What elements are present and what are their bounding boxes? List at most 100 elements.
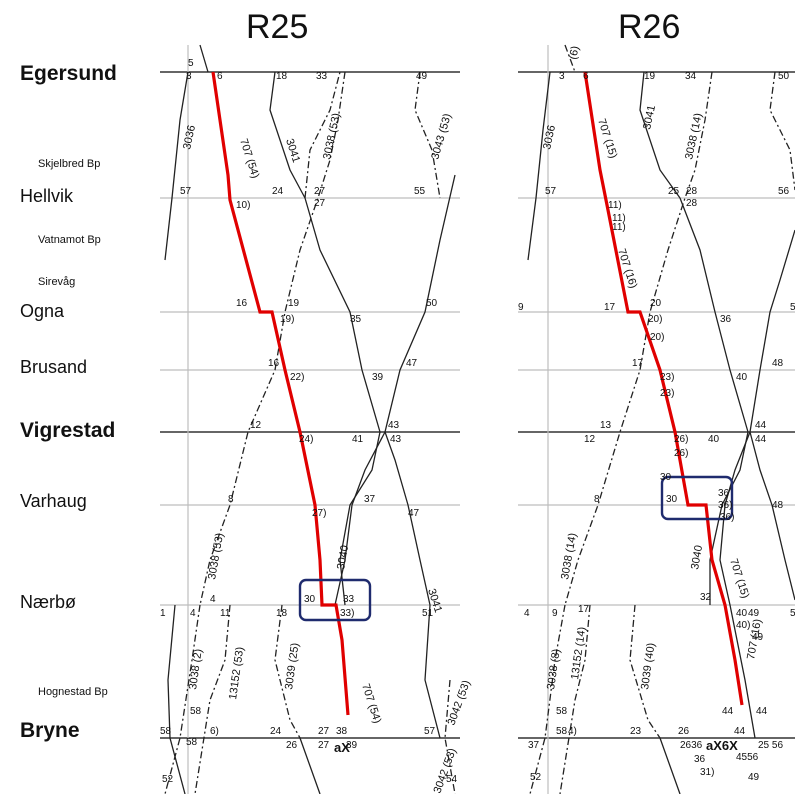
train-number-label: 3042 (53) xyxy=(432,747,459,794)
time-label: 38 xyxy=(336,726,348,737)
time-label: 23 xyxy=(630,726,642,737)
time-label: 9 xyxy=(518,302,524,313)
train-number-label: 3038 (2) xyxy=(187,648,205,690)
marker-label: aX xyxy=(334,740,350,755)
conflict-box xyxy=(660,475,734,521)
time-label: 4 xyxy=(524,608,530,619)
time-label: 47 xyxy=(406,358,418,369)
train-line xyxy=(564,44,576,73)
time-label: 43 xyxy=(388,420,400,431)
highlight-path-707 xyxy=(211,71,350,716)
time-label: 2636 xyxy=(680,740,703,751)
time-label: 49 xyxy=(752,632,764,643)
time-label: 27 xyxy=(314,186,326,197)
station-ogna: Ogna xyxy=(20,301,65,321)
time-label: 39 xyxy=(372,372,384,383)
time-label: 54 xyxy=(446,774,458,785)
time-label: 40 xyxy=(736,372,748,383)
time-label: 43 xyxy=(390,434,402,445)
time-label: 58 xyxy=(186,737,198,748)
time-label: 36) xyxy=(720,512,734,523)
train-number-label: 3039 (25) xyxy=(283,642,301,690)
train-line xyxy=(304,71,341,199)
train-number-label: 3038 (14) xyxy=(559,532,579,580)
time-label: 30 xyxy=(666,494,678,505)
train-number-label: 3038 (53) xyxy=(206,532,226,580)
time-label: 56 xyxy=(778,186,790,197)
marker-label: aX6X xyxy=(706,738,738,753)
time-label: 52 xyxy=(530,772,542,783)
train-number-label: (6) xyxy=(567,45,582,61)
time-label: 19 xyxy=(644,71,656,82)
train-number-label: 3036 xyxy=(181,124,198,150)
station-sirevag: Sirevåg xyxy=(38,276,76,288)
train-line xyxy=(164,604,201,794)
time-label: 36 xyxy=(720,314,732,325)
time-label: 17 xyxy=(632,358,644,369)
time-label: 4556 xyxy=(736,752,759,763)
time-label: 11) xyxy=(608,200,622,211)
time-label: 31) xyxy=(700,767,714,778)
time-label: 20 xyxy=(650,298,662,309)
train-line xyxy=(274,604,301,739)
time-label: 12 xyxy=(250,420,262,431)
time-label: 17 xyxy=(604,302,616,313)
time-label: 27) xyxy=(312,508,326,519)
train-line xyxy=(527,71,551,261)
train-line xyxy=(679,197,749,605)
station-egersund: Egersund xyxy=(20,62,117,85)
train-line xyxy=(304,197,381,606)
time-label: 18 xyxy=(276,71,288,82)
time-label: 51 xyxy=(422,608,434,619)
train-line xyxy=(164,71,189,261)
station-brusand: Brusand xyxy=(20,357,88,377)
train-line xyxy=(334,431,386,606)
time-label: 10) xyxy=(236,200,250,211)
time-label: 30 xyxy=(660,472,672,483)
time-label: 58 xyxy=(556,726,568,737)
time-label: 5 xyxy=(188,58,194,69)
time-label: 30 xyxy=(304,594,316,605)
time-label: 24 xyxy=(270,726,282,737)
train-number-label: 3041 xyxy=(641,104,658,130)
time-label: 49 xyxy=(748,608,760,619)
train-line xyxy=(529,604,566,794)
time-label: 3 xyxy=(186,71,192,82)
train-line xyxy=(194,604,231,794)
time-label: 24) xyxy=(299,434,313,445)
time-label: 37 xyxy=(364,494,376,505)
time-label: 1 xyxy=(160,608,166,619)
train-number-label: 13152 (53) xyxy=(227,646,246,700)
train-number-label: 707 (15) xyxy=(727,557,751,600)
train-line xyxy=(199,71,346,606)
train-number-label: 3040 xyxy=(335,544,351,570)
station-vigrestad: Vigrestad xyxy=(20,419,116,442)
train-line xyxy=(769,71,795,191)
time-label: 26) xyxy=(674,434,688,445)
time-label: 50 xyxy=(426,298,438,309)
time-label: 24 xyxy=(272,186,284,197)
time-label: 52 xyxy=(162,774,174,785)
train-line xyxy=(167,604,186,794)
time-label: 6 xyxy=(583,71,589,82)
time-label: 47 xyxy=(408,508,420,519)
time-label: 57 xyxy=(180,186,192,197)
station-skjelbred: Skjelbred Bp xyxy=(38,158,101,170)
station-bryne: Bryne xyxy=(20,719,80,742)
station-naerbo: Nærbø xyxy=(20,592,77,612)
time-label: 27 xyxy=(314,198,326,209)
train-number-label: 3040 xyxy=(689,544,705,570)
time-label: 11) xyxy=(612,213,626,224)
time-label: 20) xyxy=(648,314,662,325)
time-label: 44 xyxy=(722,706,734,717)
time-label: 26) xyxy=(674,448,688,459)
time-label: 6 xyxy=(217,71,223,82)
conflict-box xyxy=(298,578,372,622)
time-label: 58 xyxy=(556,706,568,717)
train-line xyxy=(564,71,713,606)
train-number-label: 707 (54) xyxy=(359,682,383,725)
time-label: 44 xyxy=(734,726,746,737)
time-label: 57 xyxy=(545,186,557,197)
time-label: 11 xyxy=(220,608,231,619)
